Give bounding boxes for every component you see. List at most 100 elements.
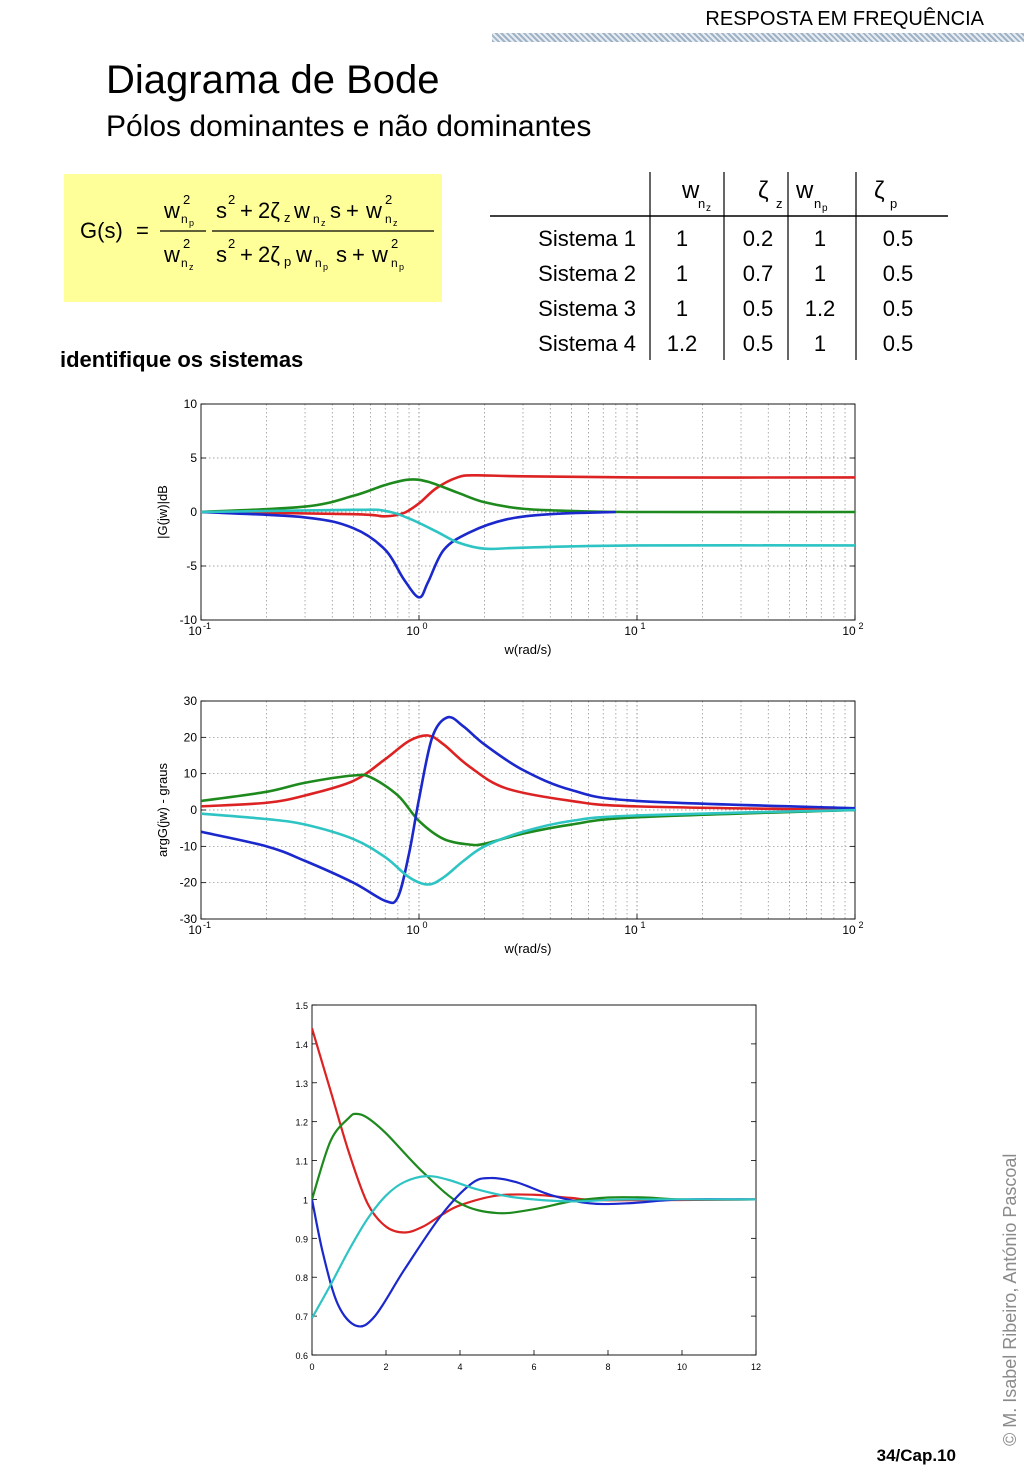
slide-subtitle: Pólos dominantes e não dominantes	[106, 110, 592, 143]
table-cell: 1	[814, 226, 826, 251]
series-line-red	[312, 1028, 756, 1234]
table-cell: 1.2	[667, 331, 698, 356]
svg-text:2ζ: 2ζ	[258, 242, 280, 267]
x-axis-label: w(rad/s)	[504, 642, 552, 657]
svg-text:s: s	[336, 242, 347, 267]
svg-text:2: 2	[183, 192, 190, 207]
table-cell: 0.5	[883, 261, 914, 286]
table-row-label: Sistema 3	[538, 296, 636, 321]
svg-text:p: p	[399, 262, 404, 272]
svg-text:s: s	[216, 198, 227, 223]
y-tick-label: 0	[190, 505, 197, 519]
x-tick-label: 10	[842, 624, 856, 638]
svg-text:w: w	[371, 242, 388, 267]
table-header: w	[681, 177, 700, 204]
y-tick-label: 0.8	[295, 1273, 308, 1283]
series-line-blue	[201, 715, 855, 905]
svg-text:n: n	[391, 256, 398, 270]
svg-text:2: 2	[385, 192, 392, 207]
table-header: ζ	[874, 177, 885, 204]
y-tick-label: 0.9	[295, 1234, 308, 1244]
x-tick-exponent: 0	[422, 920, 427, 930]
svg-text:n: n	[385, 212, 392, 226]
slide-title: Diagrama de Bode	[106, 58, 440, 102]
series-line-blue	[312, 1176, 756, 1328]
table-cell: 1.2	[805, 296, 836, 321]
table-header: w	[795, 177, 814, 204]
svg-text:z: z	[393, 218, 398, 228]
x-tick-exponent: 2	[858, 920, 863, 930]
series-line-red	[201, 734, 855, 812]
x-tick-label: 10	[188, 923, 202, 937]
x-axis-label: w(rad/s)	[504, 941, 552, 956]
y-tick-label: 1.1	[295, 1157, 308, 1167]
table-cell: 0.5	[883, 296, 914, 321]
table-header-sub: p	[890, 196, 897, 211]
svg-text:p: p	[284, 254, 291, 269]
plus-sign: +	[240, 198, 253, 223]
section-header: RESPOSTA EM FREQUÊNCIA	[705, 8, 984, 30]
x-tick-label: 10	[677, 1362, 687, 1372]
table-cell: 0.2	[743, 226, 774, 251]
table-cell: 0.5	[743, 331, 774, 356]
x-tick-exponent: 2	[858, 621, 863, 631]
x-tick-exponent: 1	[640, 920, 645, 930]
y-tick-label: 10	[184, 767, 198, 781]
y-tick-label: 5	[190, 451, 197, 465]
svg-text:p: p	[189, 218, 194, 228]
svg-text:+: +	[346, 198, 359, 223]
y-tick-label: 0.7	[295, 1312, 308, 1322]
svg-text:+: +	[352, 242, 365, 267]
svg-text:z: z	[284, 210, 291, 225]
series-line-green	[312, 1112, 756, 1215]
y-tick-label: 0	[190, 803, 197, 817]
svg-text:p: p	[323, 262, 328, 272]
copyright-text: © M. Isabel Ribeiro, António Pascoal	[1000, 1153, 1020, 1446]
table-cell: 0.5	[883, 226, 914, 251]
table-header-sub2: z	[706, 203, 711, 214]
svg-text:w: w	[365, 198, 382, 223]
x-tick-label: 6	[531, 1362, 536, 1372]
series-line-cyan	[312, 1174, 756, 1319]
x-tick-exponent: 0	[422, 621, 427, 631]
y-tick-label: -30	[180, 912, 198, 926]
svg-text:n: n	[181, 256, 188, 270]
svg-text:n: n	[313, 212, 320, 226]
y-tick-label: -20	[180, 876, 198, 890]
svg-text:2: 2	[228, 192, 235, 207]
svg-text:w: w	[295, 242, 312, 267]
svg-text:2ζ: 2ζ	[258, 198, 280, 223]
y-tick-label: 1.4	[295, 1040, 308, 1050]
x-tick-label: 2	[383, 1362, 388, 1372]
svg-text:s: s	[216, 242, 227, 267]
table-header-sub2: p	[822, 203, 828, 214]
svg-text:w: w	[163, 242, 180, 267]
x-tick-label: 12	[751, 1362, 761, 1372]
instruction-text: identifique os sistemas	[60, 347, 304, 372]
y-tick-label: -10	[180, 839, 198, 853]
table-cell: 1	[676, 261, 688, 286]
x-tick-exponent: -1	[203, 621, 211, 631]
table-cell: 0.5	[883, 331, 914, 356]
header-hatch-bar	[492, 33, 1024, 42]
svg-text:w: w	[163, 198, 180, 223]
series-line-green	[201, 478, 855, 514]
y-axis-label: argG(jw) - graus	[155, 763, 170, 857]
y-tick-label: 30	[184, 694, 198, 708]
table-cell: 1	[814, 331, 826, 356]
y-tick-label: 10	[184, 397, 198, 411]
y-tick-label: 1.2	[295, 1118, 308, 1128]
series-line-green	[201, 773, 855, 847]
x-tick-label: 10	[624, 624, 638, 638]
x-tick-label: 10	[624, 923, 638, 937]
svg-text:w: w	[293, 198, 310, 223]
x-tick-label: 4	[457, 1362, 462, 1372]
svg-text:2: 2	[183, 236, 190, 251]
y-tick-label: 0.6	[295, 1351, 308, 1361]
y-tick-label: -10	[180, 613, 198, 627]
svg-text:+: +	[240, 242, 253, 267]
